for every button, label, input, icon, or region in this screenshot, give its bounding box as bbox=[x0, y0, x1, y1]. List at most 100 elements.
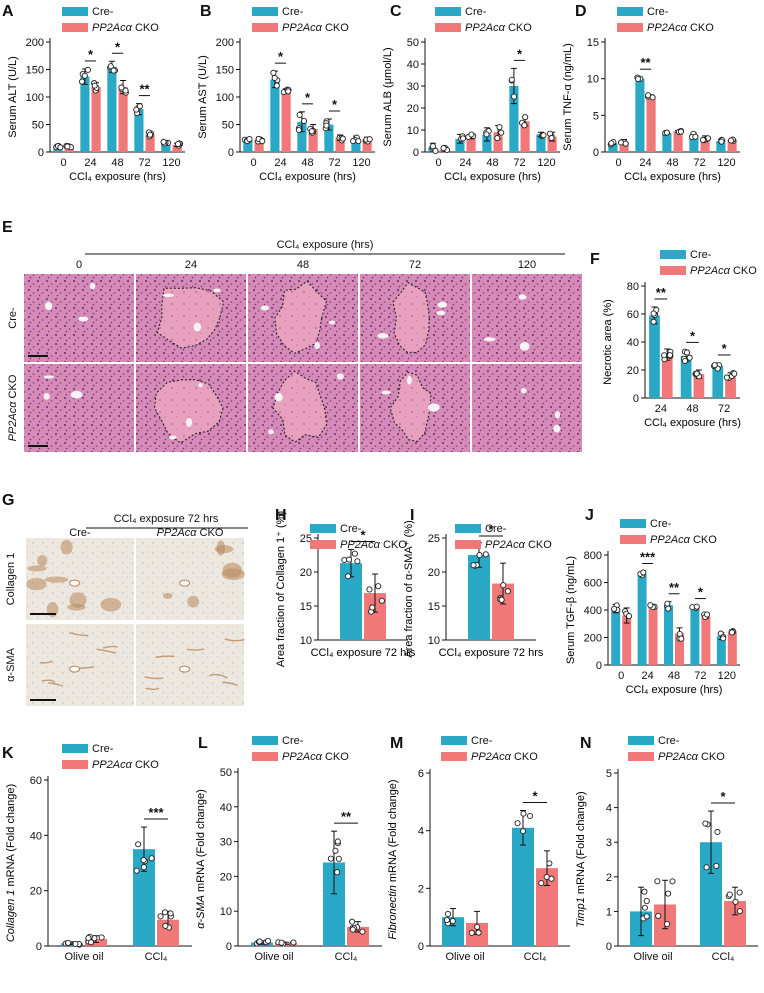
significance-marker: * bbox=[115, 39, 121, 54]
x-tick-label: 0 bbox=[60, 157, 66, 169]
bar-cko bbox=[364, 593, 386, 640]
vessel bbox=[162, 293, 175, 298]
bar-cre bbox=[649, 315, 660, 398]
legend-swatch-cko bbox=[310, 540, 336, 549]
data-point bbox=[699, 136, 706, 143]
bar-cko bbox=[619, 141, 629, 152]
panel-G: CCl₄ exposure 72 hrs Cre- PP2Acα CKO Collag… bbox=[5, 513, 248, 706]
vessel bbox=[518, 294, 527, 300]
label-suffix: mRNA (Fold change) bbox=[195, 789, 207, 895]
y-tick-label: 30 bbox=[407, 81, 419, 93]
legend-label-cre: Cre- bbox=[92, 6, 114, 18]
label-suffix: CKO bbox=[690, 534, 717, 546]
x-axis-label: CCl₄ exposure 72 hrs bbox=[439, 647, 544, 659]
legend-label-cko: PP2Acα CKO bbox=[282, 22, 349, 34]
bar-cre bbox=[80, 76, 90, 152]
vessel bbox=[483, 337, 496, 342]
gene-name: PP2Acα bbox=[282, 22, 323, 34]
bar-cre bbox=[468, 555, 490, 640]
vessel bbox=[78, 316, 89, 322]
data-point bbox=[726, 891, 733, 898]
legend-swatch-cre bbox=[62, 744, 88, 753]
data-point bbox=[57, 144, 64, 151]
bar-cre bbox=[716, 141, 726, 152]
gene-name: PP2Acα bbox=[650, 534, 691, 546]
data-point bbox=[162, 922, 169, 929]
bar-cko bbox=[725, 375, 736, 398]
x-tick-label: 0 bbox=[435, 157, 441, 169]
legend-swatch-cko bbox=[62, 23, 88, 32]
vessel bbox=[274, 393, 283, 402]
vessel bbox=[336, 373, 344, 380]
bar-cko bbox=[466, 136, 476, 152]
bar-cko bbox=[536, 868, 558, 946]
bar-cre bbox=[662, 132, 672, 152]
x-axis-label: CCl₄ exposure (hrs) bbox=[624, 171, 721, 183]
data-point bbox=[475, 929, 482, 936]
legend: Cre- PP2Acα CKO bbox=[310, 523, 407, 551]
data-point bbox=[443, 916, 450, 923]
data-point bbox=[300, 117, 308, 125]
data-point bbox=[548, 875, 555, 882]
gene-name: PP2Acα bbox=[647, 22, 688, 34]
data-point bbox=[681, 357, 689, 365]
x-tick-label: 72 bbox=[138, 157, 150, 169]
x-tick-label: 72 bbox=[328, 157, 340, 169]
label-suffix: CKO bbox=[698, 751, 725, 763]
gene-name: PP2Acα bbox=[92, 22, 133, 34]
legend: Cre- PP2Acα CKO bbox=[660, 249, 757, 277]
y-tick-label: 2 bbox=[606, 872, 612, 884]
data-point bbox=[494, 135, 501, 142]
data-point bbox=[476, 552, 483, 559]
x-tick-label: 72 bbox=[718, 403, 730, 415]
y-tick-label: 25 bbox=[300, 533, 312, 545]
data-point bbox=[147, 131, 154, 138]
y-tick-label: 15 bbox=[587, 37, 599, 49]
y-tick-label: 4 bbox=[418, 826, 424, 838]
legend-swatch-cre bbox=[620, 519, 646, 528]
y-tick-label: 10 bbox=[220, 906, 232, 918]
data-point bbox=[323, 122, 330, 129]
data-point bbox=[608, 140, 615, 147]
bar-cko bbox=[661, 354, 673, 398]
data-point bbox=[278, 939, 285, 946]
gene-name: Timp1 bbox=[575, 897, 587, 927]
y-tick-label: 15 bbox=[300, 601, 312, 613]
y-axis-label: α-SMA mRNA (Fold change) bbox=[195, 789, 207, 929]
data-point bbox=[174, 140, 182, 148]
legend-label-cko: PP2Acα CKO bbox=[485, 539, 552, 551]
data-point bbox=[273, 82, 280, 89]
bar-cko bbox=[172, 144, 182, 152]
legend: Cre- PP2Acα CKO bbox=[62, 6, 159, 34]
label-suffix: CKO bbox=[511, 751, 538, 763]
y-tick-label: 10 bbox=[300, 635, 312, 647]
gene-name: PP2Acα bbox=[92, 759, 133, 771]
data-point bbox=[538, 880, 545, 887]
label-suffix: mRNA (Fold change) bbox=[575, 791, 587, 897]
legend-label-cre: Cre- bbox=[650, 518, 672, 530]
x-tick-label: Olive oil bbox=[633, 951, 672, 963]
vessel bbox=[381, 390, 391, 395]
data-point bbox=[246, 136, 253, 143]
data-point bbox=[736, 908, 743, 915]
data-point bbox=[366, 586, 373, 593]
y-tick-label: 50 bbox=[407, 37, 419, 49]
y-tick-label: 0 bbox=[36, 941, 42, 953]
vessel bbox=[520, 387, 527, 394]
legend-swatch-cre bbox=[455, 524, 481, 533]
data-point bbox=[661, 352, 668, 359]
data-point bbox=[666, 352, 674, 359]
data-point bbox=[655, 912, 662, 919]
data-point bbox=[654, 878, 661, 885]
panel-label-E: E bbox=[2, 219, 13, 236]
label-suffix: CKO bbox=[380, 539, 407, 551]
necrotic-region bbox=[156, 287, 225, 349]
y-axis-label: Collagen 1 mRNA (Fold change) bbox=[5, 784, 17, 942]
significance-marker: * bbox=[360, 528, 366, 543]
legend-label-cko: PP2Acα CKO bbox=[92, 759, 159, 771]
y-axis-label: Necrotic area (%) bbox=[602, 299, 614, 385]
significance-marker: ** bbox=[640, 55, 651, 70]
data-point bbox=[496, 124, 503, 131]
vessel bbox=[377, 333, 389, 339]
bar-cko bbox=[362, 139, 372, 152]
